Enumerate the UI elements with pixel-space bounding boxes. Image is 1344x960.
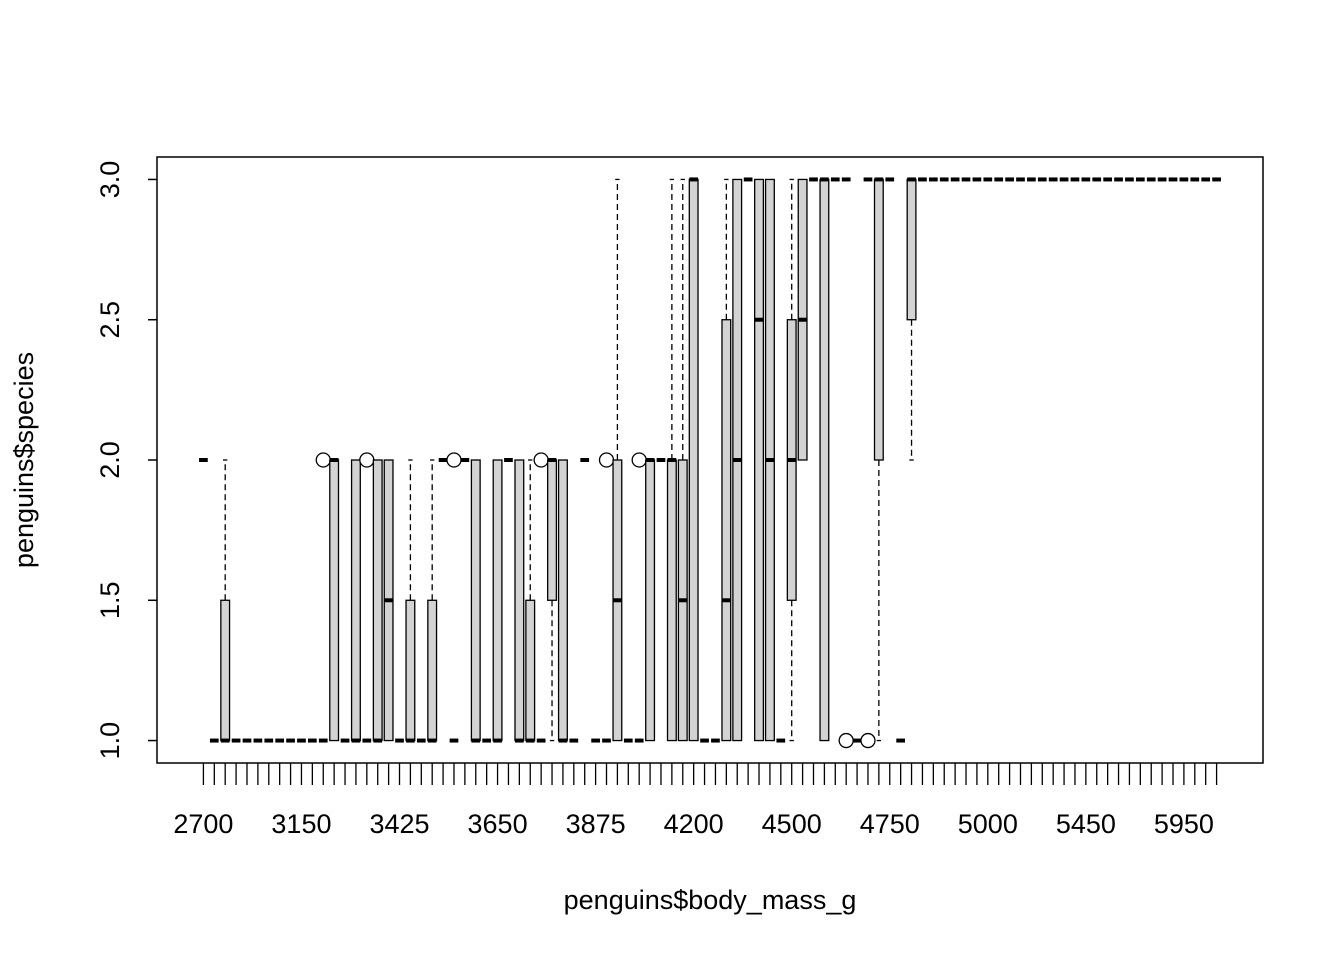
x-tick-label: 3875 — [566, 809, 626, 839]
outlier — [598, 452, 615, 468]
outlier — [446, 452, 462, 468]
box — [666, 459, 677, 742]
box — [514, 459, 525, 742]
box — [547, 459, 558, 601]
outlier — [838, 732, 854, 749]
y-tick-label: 2.5 — [95, 301, 125, 339]
outlier — [359, 452, 375, 468]
box — [525, 599, 536, 742]
box — [819, 178, 830, 742]
box — [721, 319, 732, 742]
box — [372, 459, 383, 742]
x-tick-label: 4500 — [762, 809, 822, 839]
y-axis-label: penguins$species — [9, 352, 39, 568]
box — [906, 178, 917, 321]
box — [470, 459, 481, 742]
outlier — [315, 452, 331, 468]
box — [873, 178, 884, 461]
box — [754, 178, 765, 742]
box — [350, 459, 361, 742]
outlier — [533, 452, 549, 468]
x-tick-label: 2700 — [173, 809, 233, 839]
box — [329, 459, 340, 742]
outlier — [860, 732, 876, 749]
y-tick-label: 1.0 — [95, 722, 125, 760]
y-tick-label: 1.5 — [95, 582, 125, 620]
box — [427, 599, 438, 742]
box — [492, 459, 503, 742]
y-tick-label: 2.0 — [95, 441, 125, 479]
box — [645, 459, 656, 742]
y-tick-label: 3.0 — [95, 161, 125, 199]
box — [405, 599, 416, 742]
x-axis-label: penguins$body_mass_g — [564, 885, 857, 915]
x-tick-label: 3425 — [369, 809, 429, 839]
x-tick-label: 3150 — [271, 809, 331, 839]
box — [557, 459, 568, 742]
x-tick-label: 5450 — [1056, 809, 1116, 839]
x-tick-label: 3650 — [468, 809, 528, 839]
x-tick-label: 5950 — [1154, 809, 1214, 839]
x-tick-label: 5000 — [958, 809, 1018, 839]
outlier — [631, 452, 647, 468]
x-tick-label: 4200 — [664, 809, 724, 839]
box — [220, 599, 231, 742]
x-tick-label: 4750 — [860, 809, 920, 839]
box — [688, 178, 699, 742]
